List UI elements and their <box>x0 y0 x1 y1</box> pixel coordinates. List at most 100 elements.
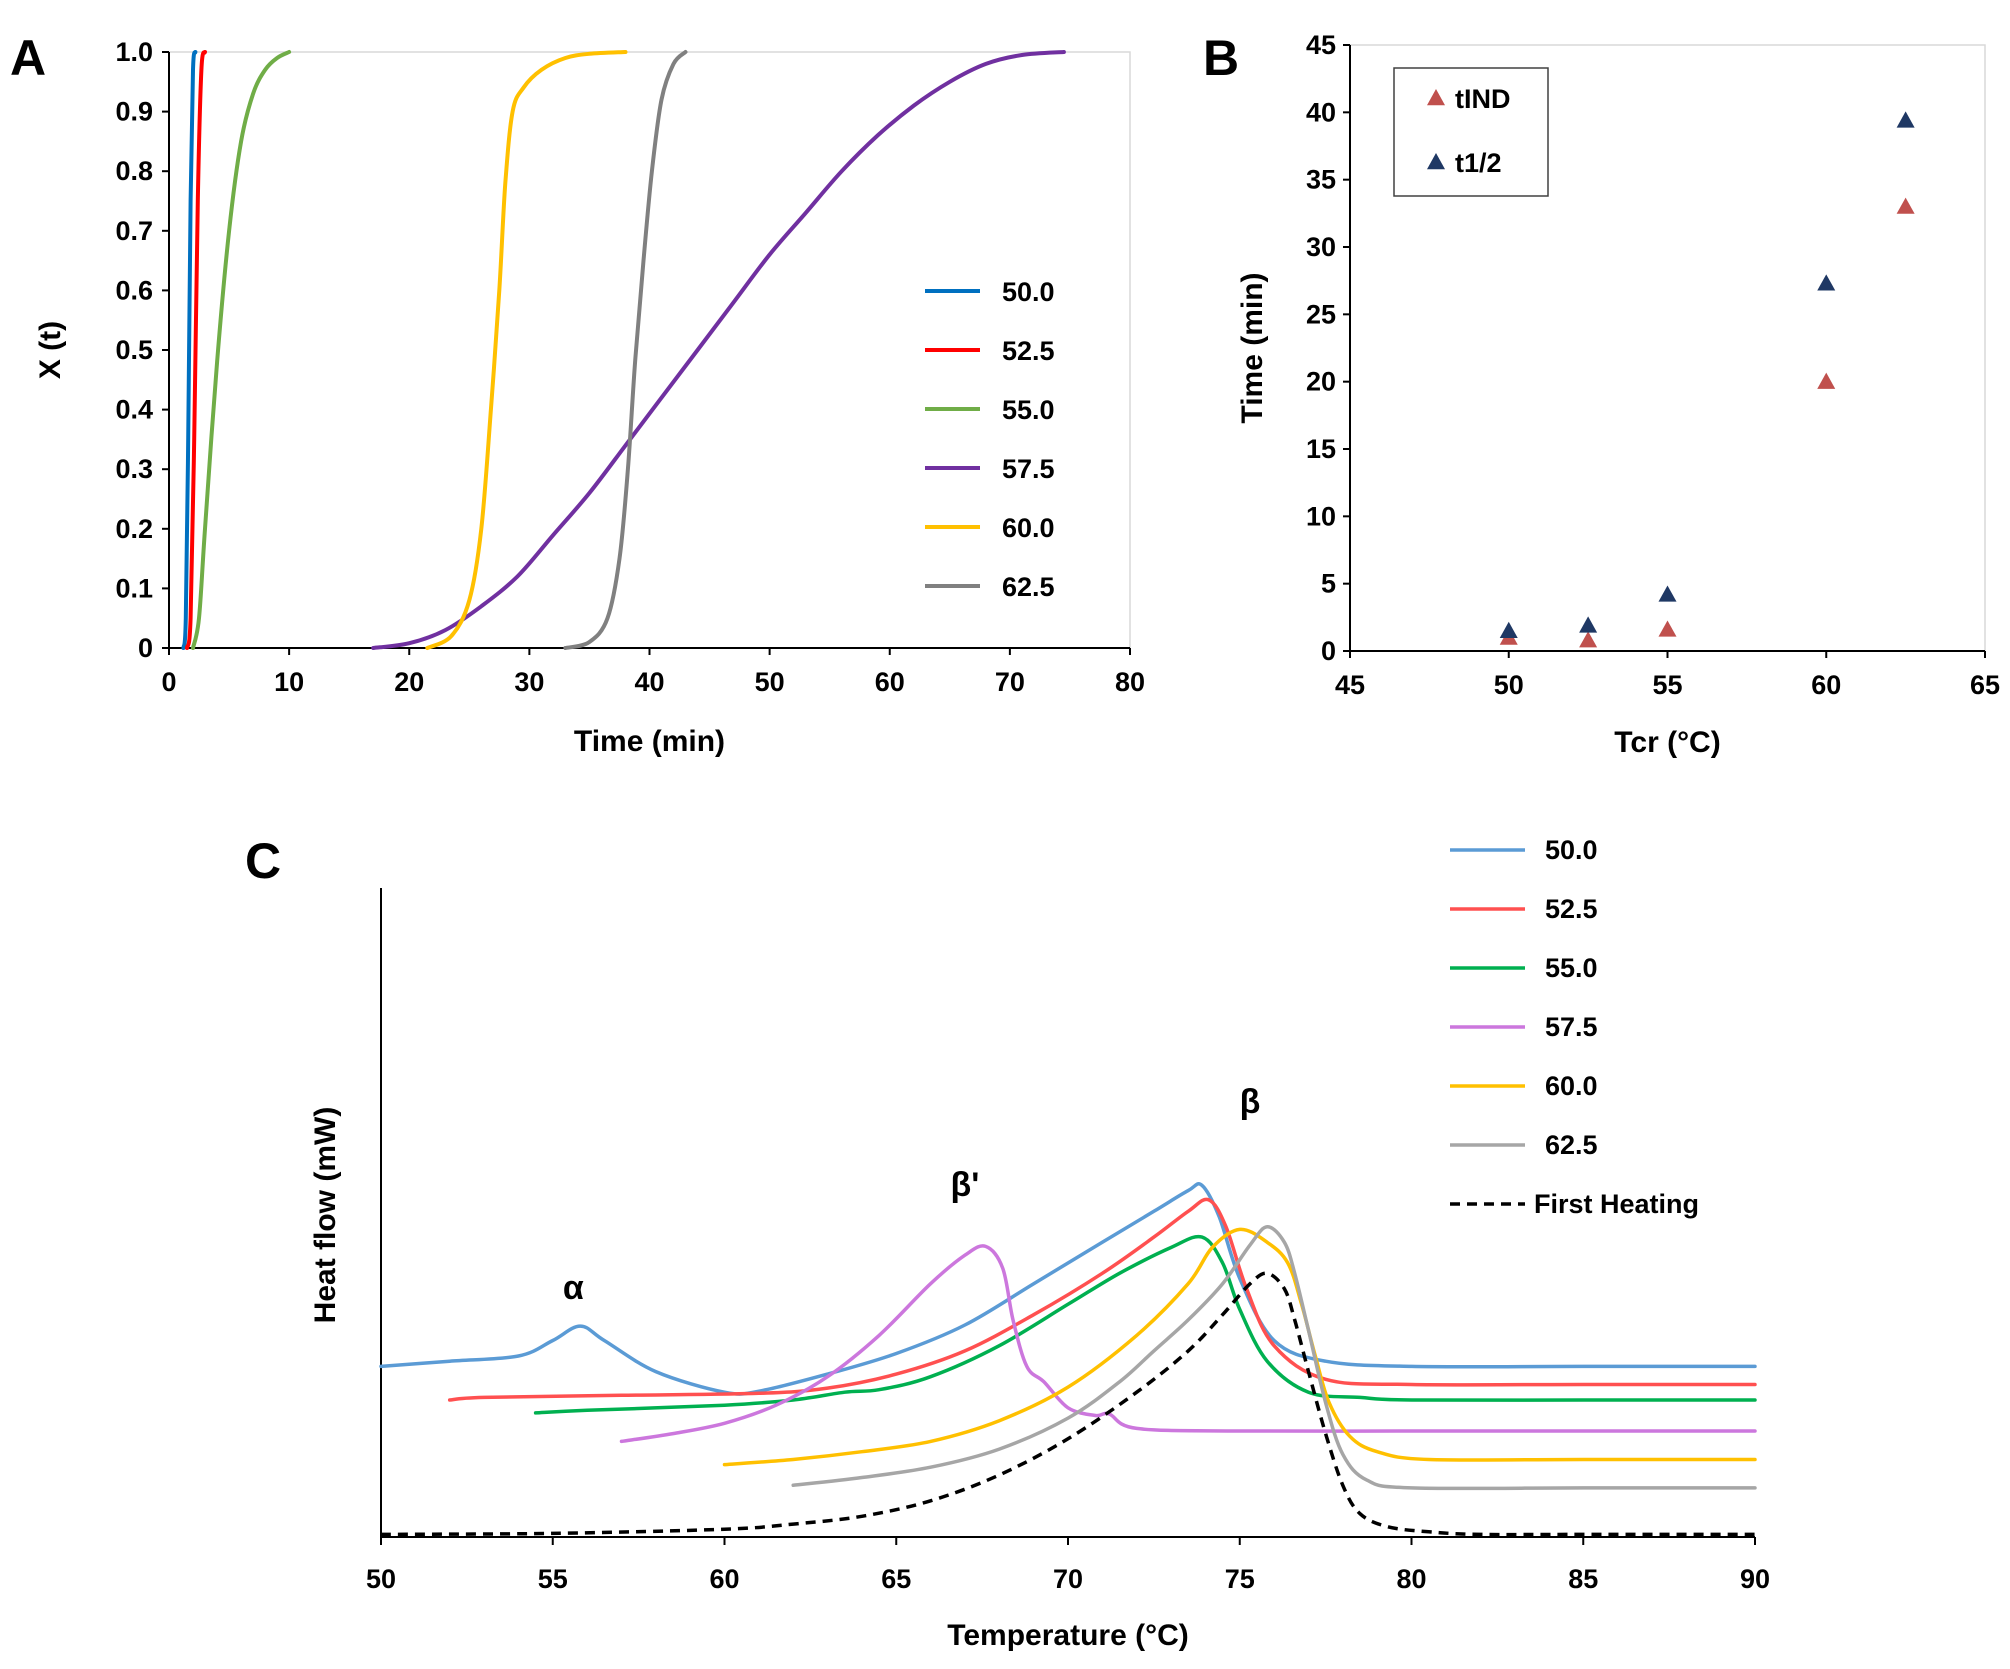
panel-c-x-tick-label: 50 <box>366 1564 396 1594</box>
panel-a-series-line <box>191 50 292 650</box>
panel-a-legend-label: 57.5 <box>1002 454 1055 484</box>
panel-a-x-tick-label: 20 <box>394 667 424 697</box>
panel-a-y-tick-label: 0.2 <box>115 514 153 544</box>
panel-c-legend-label: First Heating <box>1534 1189 1699 1219</box>
panel-c-annotation: α <box>563 1269 584 1307</box>
panel-a-y-tick-label: 0.4 <box>115 395 153 425</box>
panel-b-legend-box <box>1393 67 1549 197</box>
panel-b-data-point <box>1499 621 1518 638</box>
panel-b-legend-label: t1/2 <box>1455 148 1502 178</box>
panel-c-series-line <box>533 1234 1757 1415</box>
panel-c-legend-label: 50.0 <box>1545 835 1598 865</box>
panel-a-y-tick-label: 0.6 <box>115 275 153 305</box>
panel-b-x-tick-label: 60 <box>1811 670 1841 700</box>
panel-b-data-point <box>1896 111 1915 128</box>
panel-a-x-tick-label: 10 <box>274 667 304 697</box>
panel-a-legend-label: 62.5 <box>1002 572 1055 602</box>
panel-b-data-point <box>1817 274 1836 291</box>
panel-b-x-tick-label: 55 <box>1652 670 1682 700</box>
panel-b-data-point <box>1658 585 1677 602</box>
panel-c-y-axis-title: Heat flow (mW) <box>309 1107 342 1324</box>
panel-c-x-tick-label: 75 <box>1225 1564 1255 1594</box>
panel-c-annotation: β <box>1240 1083 1261 1121</box>
panel-b-y-tick-label: 20 <box>1306 367 1336 397</box>
panel-c-legend-label: 55.0 <box>1545 953 1598 983</box>
panel-a-y-tick-label: 0.7 <box>115 216 153 246</box>
panel-b-y-tick-label: 40 <box>1306 97 1336 127</box>
panel-a-series-line <box>371 50 1066 650</box>
panel-c: C 50 55 60 65 70 75 80 85 90 Temperature (°C) Heat … <box>245 833 1770 1652</box>
panel-a-legend-label: 60.0 <box>1002 513 1055 543</box>
panel-b-y-tick-label: 10 <box>1306 501 1336 531</box>
panel-b-data-point <box>1579 631 1598 648</box>
panel-b-data-point <box>1896 197 1915 214</box>
panel-a-y-tick-label: 0.5 <box>115 335 153 365</box>
panel-a-x-tick-label: 0 <box>161 667 176 697</box>
panel-b-y-tick-label: 35 <box>1306 165 1336 195</box>
panel-a-x-tick-label: 50 <box>755 667 785 697</box>
panel-c-series-line <box>447 1197 1757 1402</box>
panel-a-y-tick-label: 0.8 <box>115 156 153 186</box>
panel-c-legend-label: 52.5 <box>1545 894 1598 924</box>
panel-c-series-line <box>380 1271 1755 1537</box>
panel-a-legend-label: 52.5 <box>1002 336 1055 366</box>
panel-c-legend-label: 60.0 <box>1545 1071 1598 1101</box>
panel-a-series-line <box>563 50 688 650</box>
panel-c-x-tick-label: 85 <box>1568 1564 1598 1594</box>
panel-b-x-tick-label: 50 <box>1494 670 1524 700</box>
panel-a-series-line <box>425 50 628 650</box>
panel-a-legend-label: 50.0 <box>1002 277 1055 307</box>
panel-b-y-tick-label: 25 <box>1306 299 1336 329</box>
panel-b-y-tick-label: 15 <box>1306 434 1336 464</box>
panel-c-x-tick-label: 55 <box>538 1564 568 1594</box>
panel-c-series-line <box>619 1244 1757 1444</box>
panel-c-letter: C <box>245 833 281 889</box>
panel-a-x-tick-label: 30 <box>514 667 544 697</box>
panel-b-y-axis-title: Time (min) <box>1236 272 1269 423</box>
panel-b-data-point <box>1817 372 1836 389</box>
panel-c-series-line <box>722 1227 1757 1467</box>
panel-a-x-tick-label: 70 <box>995 667 1025 697</box>
panel-a-legend-label: 55.0 <box>1002 395 1055 425</box>
panel-c-x-axis-title: Temperature (°C) <box>947 1619 1188 1652</box>
panel-a-y-tick-label: 1.0 <box>115 37 153 67</box>
panel-b-x-tick-label: 65 <box>1970 670 2000 700</box>
panel-b-letter: B <box>1203 30 1239 86</box>
panel-b-legend-marker <box>1427 89 1445 106</box>
panel-a-series-line <box>185 50 207 650</box>
panel-a-x-axis-title: Time (min) <box>574 725 725 758</box>
panel-c-x-tick-label: 70 <box>1053 1564 1083 1594</box>
panel-b: B 0 5 10 15 20 25 30 35 40 45 45 50 55 60 65 Tcr (°C) Tim… <box>1203 30 2000 759</box>
panel-c-annotation: β' <box>951 1166 980 1204</box>
panel-b-y-tick-label: 5 <box>1321 569 1336 599</box>
panel-a-y-tick-label: 0.9 <box>115 97 153 127</box>
panel-a-x-tick-label: 60 <box>875 667 905 697</box>
panel-b-y-tick-label: 0 <box>1321 636 1336 666</box>
panel-b-legend-marker <box>1427 153 1445 170</box>
panel-a-y-tick-label: 0.1 <box>115 573 153 603</box>
panel-a-y-tick-label: 0 <box>138 633 153 663</box>
panel-c-series-line <box>791 1225 1757 1491</box>
panel-c-series-line <box>379 1182 1757 1396</box>
panel-a-y-axis-title: X (t) <box>34 321 67 379</box>
panel-c-legend-label: 62.5 <box>1545 1130 1598 1160</box>
panel-b-legend-label: tIND <box>1455 84 1511 114</box>
panel-c-x-tick-label: 65 <box>881 1564 911 1594</box>
panel-a-letter: A <box>10 30 46 86</box>
panel-b-data-point <box>1658 620 1677 637</box>
panel-c-x-tick-label: 90 <box>1740 1564 1770 1594</box>
panel-b-x-tick-label: 45 <box>1335 670 1365 700</box>
panel-a-x-tick-label: 80 <box>1115 667 1145 697</box>
panel-a-plot-border <box>168 51 1131 649</box>
panel-b-y-tick-label: 30 <box>1306 232 1336 262</box>
panel-b-data-point <box>1579 616 1598 633</box>
panel-c-legend-label: 57.5 <box>1545 1012 1598 1042</box>
panel-a: A 0 0.1 0.2 0.3 0.4 0.5 0.6 0.7 0.8 0.9 1.0 0 10 20 30 4… <box>10 30 1145 758</box>
panel-a-x-tick-label: 40 <box>634 667 664 697</box>
panel-b-x-axis-title: Tcr (°C) <box>1614 726 1720 759</box>
panel-a-series-line <box>181 50 198 650</box>
panel-c-x-tick-label: 60 <box>709 1564 739 1594</box>
panel-c-x-tick-label: 80 <box>1396 1564 1426 1594</box>
panel-b-y-tick-label: 45 <box>1306 30 1336 60</box>
